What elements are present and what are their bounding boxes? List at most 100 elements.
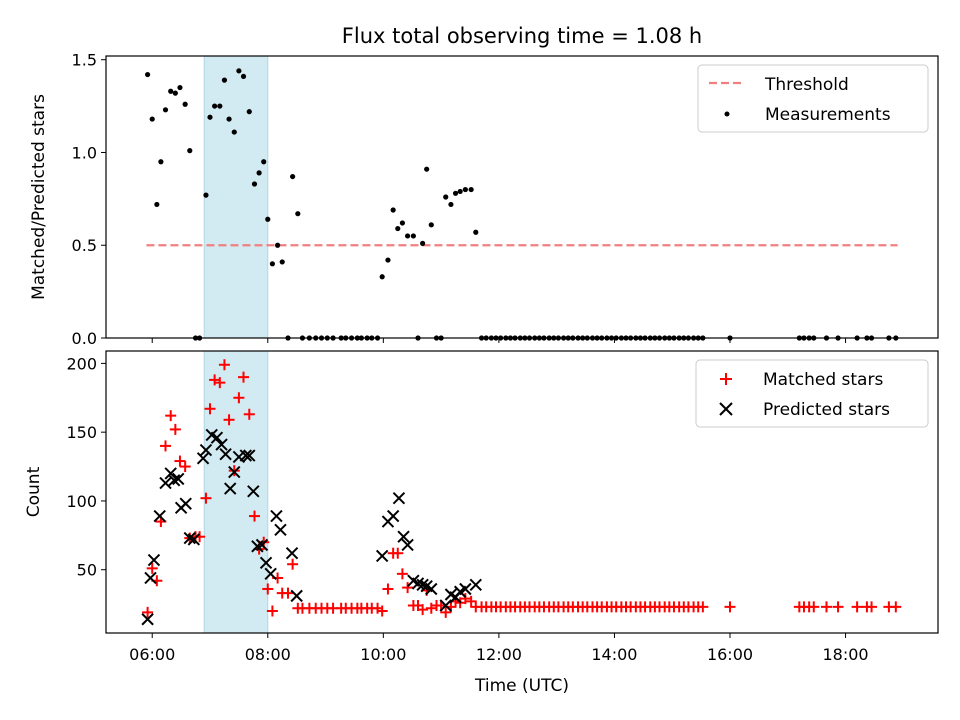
predicted-x-b [392,491,406,505]
matched-star-point [465,595,477,607]
top-highlight-span [203,55,269,339]
measurement-point [452,190,459,196]
predicted-x-b [386,509,400,523]
measurement-point [162,107,169,113]
matched-star-point [808,601,820,613]
matched-star-point [243,408,255,420]
predicted-star-point [375,549,389,563]
predicted-x-b [196,452,210,465]
top-x-ticks [151,338,847,343]
measurement-point [217,103,223,109]
measurement-point [203,192,209,198]
measurement-point [385,257,391,263]
bottom-highlight-span [203,350,269,634]
legend-measurements-marker [724,111,730,117]
predicted-x-b [159,476,172,490]
legend-measurements-label: Measurements [765,105,891,125]
measurement-point [168,88,174,94]
predicted-star-point [153,509,166,523]
matched-star-point [174,455,186,467]
bottom-y-axis-label: Count [24,466,44,517]
bottom-star-points [141,359,902,626]
measurement-point [410,233,416,239]
measurement-point [212,103,218,109]
predicted-x-b [219,447,232,461]
matched-star-point [214,377,226,389]
matched-star-point [266,605,278,617]
measurement-point [279,259,285,265]
predicted-x-b [228,465,241,479]
top-y-ticks: 0.0 0.5 1.0 1.5 [72,51,106,348]
x-tick-label: 08:00 [245,645,291,664]
matched-star-point [820,601,832,613]
predicted-star-point [141,613,154,626]
matched-star-point [142,606,154,618]
predicted-star-point [239,449,253,462]
predicted-star-point [159,476,172,490]
predicted-x-b [290,589,303,603]
predicted-star-point [459,582,472,596]
top-panel: Flux total observing time = 1.08 h 0.00.… [29,24,939,348]
predicted-x-b [141,613,154,626]
measurement-point [379,274,385,280]
predicted-x-b [210,431,224,444]
predicted-star-point [147,553,161,567]
predicted-star-point [144,571,157,585]
x-tick-label: 10:00 [360,645,406,664]
legend-predicted-label: Predicted stars [763,400,890,420]
measurement-point [275,242,281,248]
predicted-star-point [386,509,400,523]
predicted-x-b [444,588,458,601]
predicted-star-point [164,467,177,480]
predicted-x-b [259,556,273,570]
measurement-point [473,229,479,235]
y-tick-label: 1.0 [72,143,97,162]
y-tick-label: 0.5 [72,236,97,255]
predicted-x-b [401,538,414,552]
matched-star-point [440,606,452,618]
predicted-star-point [270,509,283,523]
matched-star-point [417,604,429,616]
bottom-panel: 50 100 150 200 06:00 08:00 10:00 12:00 14:00 16:… [24,350,939,696]
bottom-legend: Matched stars Predicted stars [695,359,929,428]
legend-predicted-marker [719,402,733,416]
measurement-point [177,84,183,91]
measurement-point [468,186,474,193]
x-tick-label: 14:00 [591,645,637,664]
matched-star-point [218,359,230,371]
measurement-point [149,116,155,122]
matched-star-point [396,568,408,580]
measurement-point [448,201,454,208]
matched-star-point [866,601,878,613]
measurement-point [457,188,463,195]
measurement-point [172,90,178,96]
predicted-star-point [425,582,438,596]
matched-star-point [382,583,394,595]
top-axes-frame [105,55,939,339]
predicted-star-point [210,431,224,444]
predicted-x-b [147,553,161,567]
measurement-point [256,170,262,176]
measurement-point [231,129,237,135]
predicted-x-b [397,530,410,543]
measurement-point [246,109,252,115]
predicted-x-b [199,443,213,457]
measurement-point [145,71,151,78]
bottom-x-ticks: 06:00 08:00 10:00 12:00 14:00 16:00 18:00 [129,633,869,664]
predicted-star-point [219,447,232,461]
measurement-point [182,101,188,107]
matched-star-point [282,587,294,599]
measurement-point [207,114,213,120]
predicted-x-b [270,509,283,523]
measurement-point [395,225,401,232]
matched-star-point [262,583,274,595]
measurement-point [290,173,296,180]
measurement-point [390,207,396,213]
legend-matched-marker [720,373,732,385]
measurement-point [462,186,468,193]
predicted-star-point [469,578,482,592]
measurement-point [240,73,247,80]
predicted-x-b [459,582,472,596]
predicted-star-point [224,482,237,495]
predicted-x-b [255,538,269,552]
